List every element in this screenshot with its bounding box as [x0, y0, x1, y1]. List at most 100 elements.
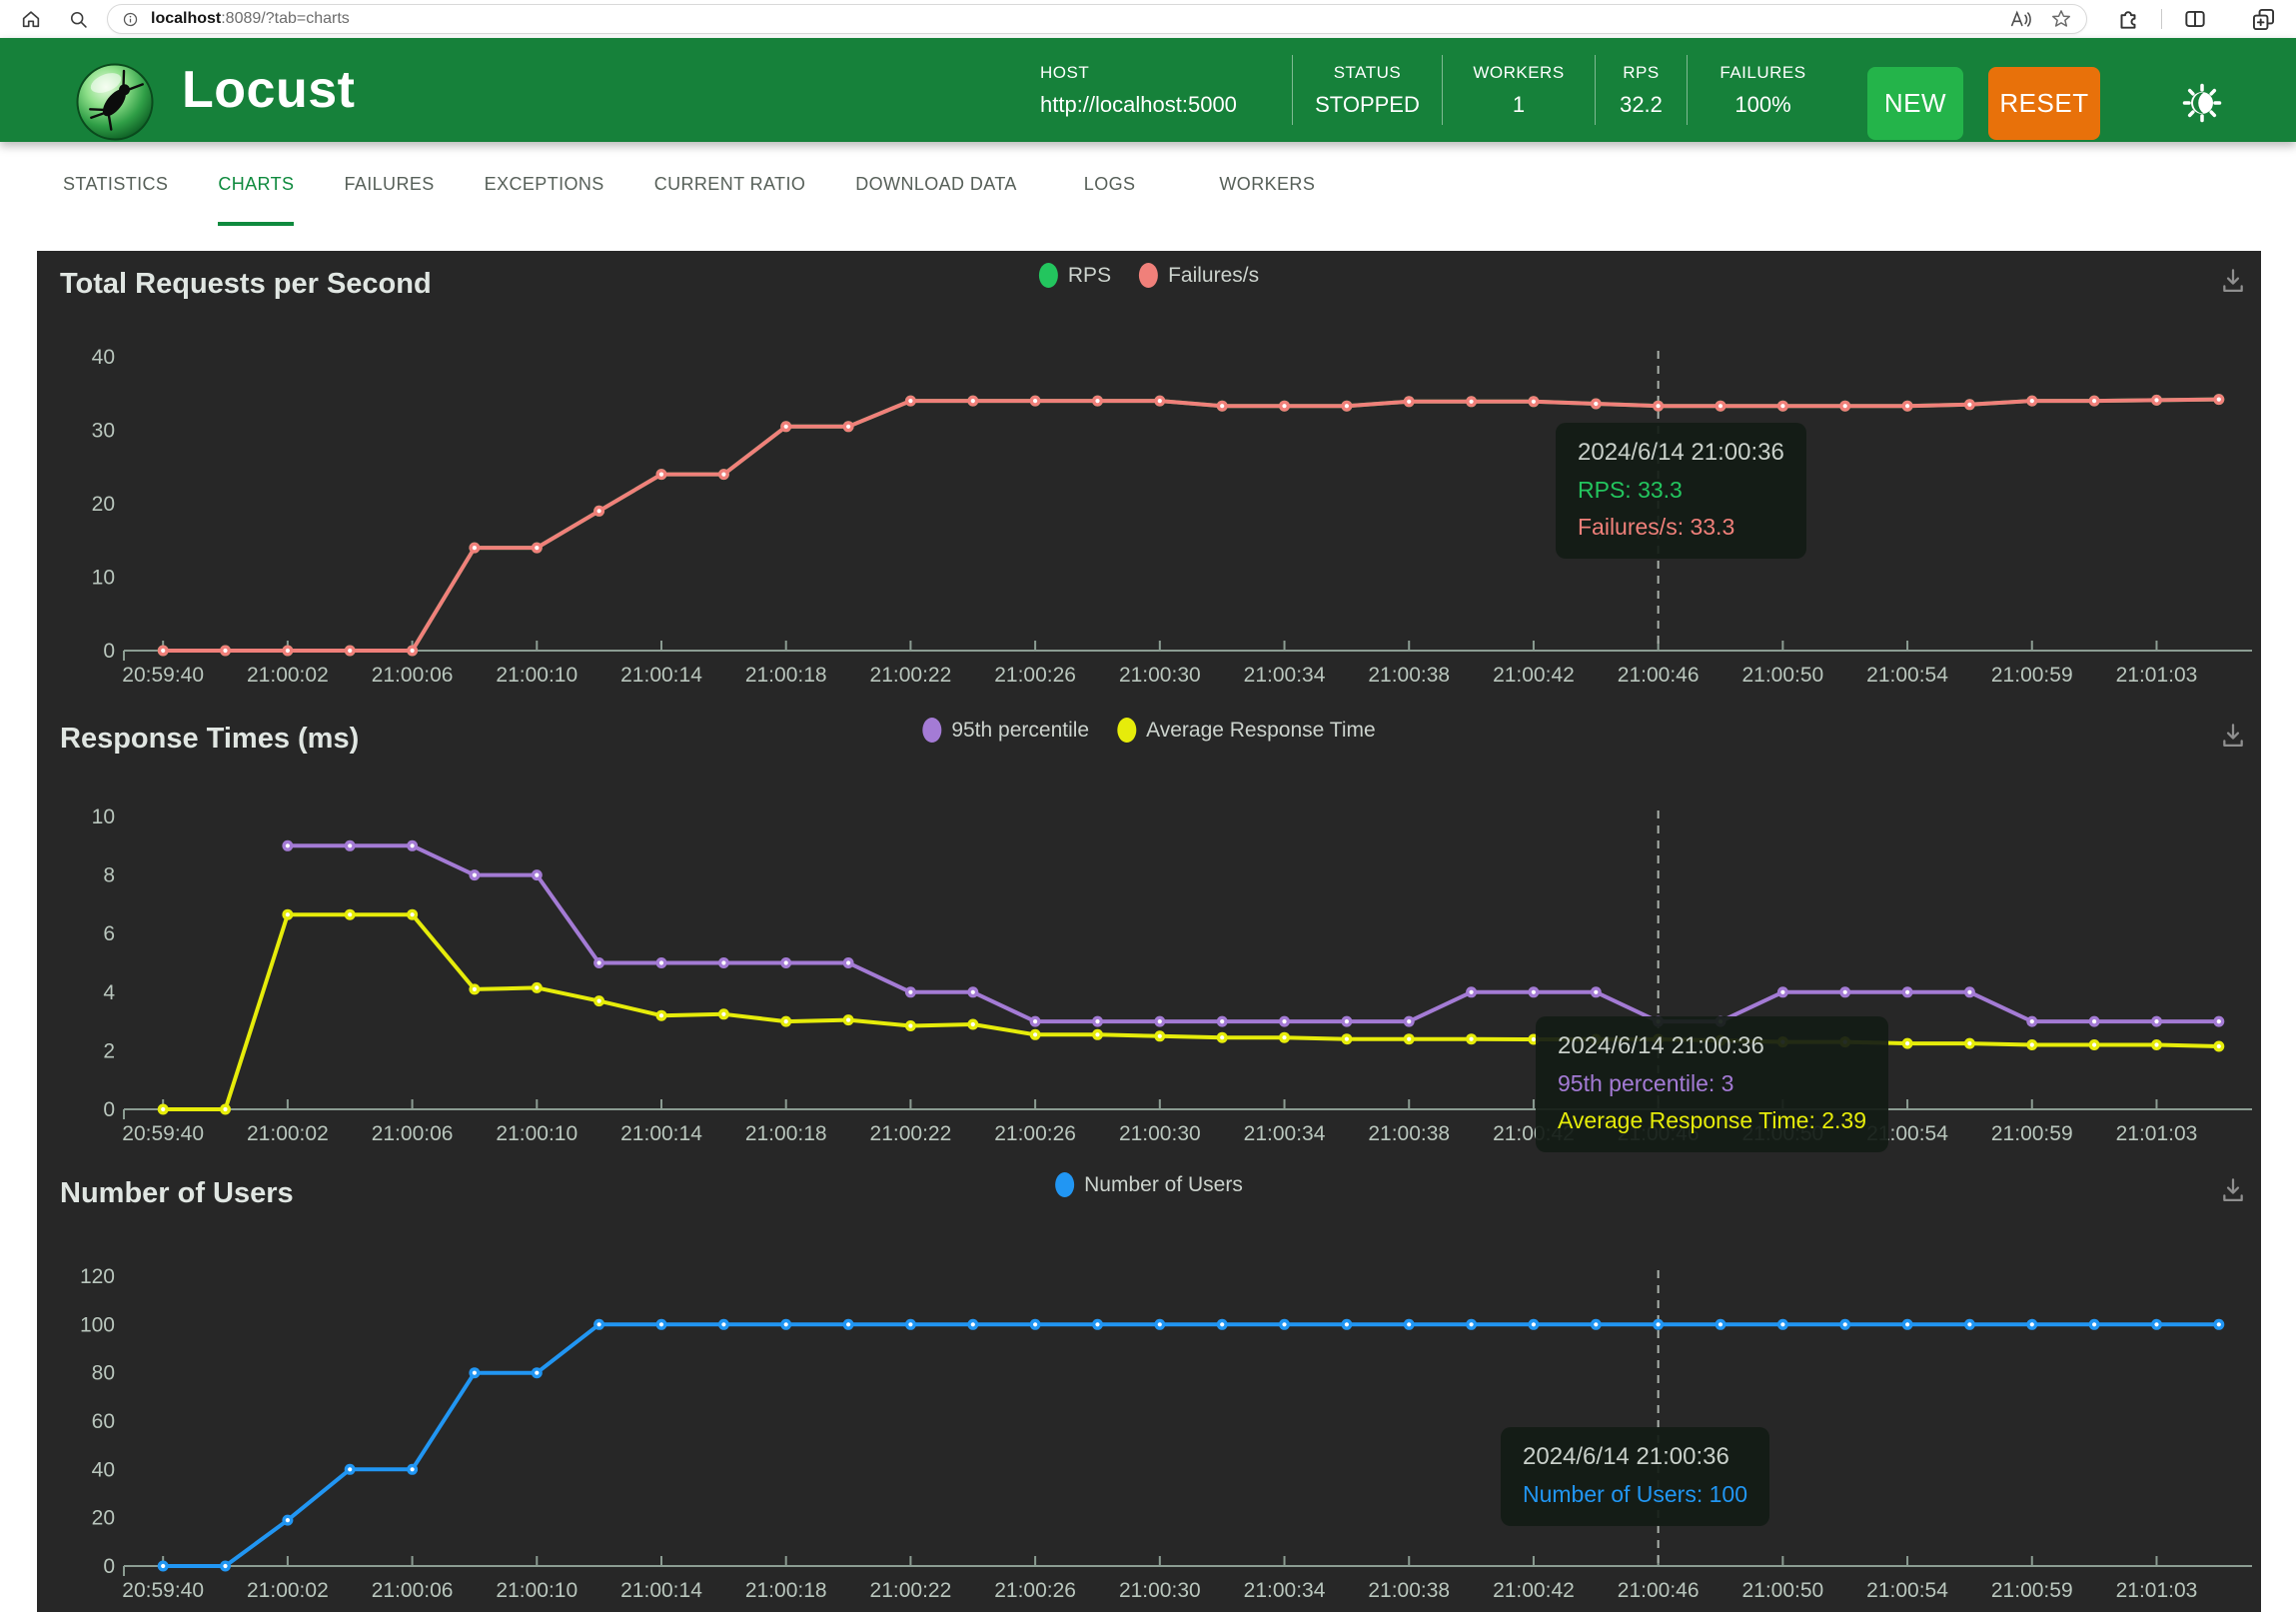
- svg-text:21:00:18: 21:00:18: [745, 1122, 827, 1145]
- header-stat-host: HOST http://localhost:5000: [1040, 55, 1292, 125]
- svg-text:0: 0: [103, 1098, 115, 1121]
- svg-text:21:01:03: 21:01:03: [2116, 1579, 2198, 1602]
- chart-legend: RPS Failures/s: [1038, 263, 1259, 288]
- svg-text:21:00:42: 21:00:42: [1493, 1579, 1575, 1602]
- legend-label: 95th percentile: [951, 718, 1090, 742]
- legend-dot-icon: [1139, 263, 1159, 288]
- svg-text:21:00:46: 21:00:46: [1618, 1579, 1700, 1602]
- stat-value: 32.2: [1620, 91, 1663, 117]
- tab-workers[interactable]: WORKERS: [1219, 173, 1316, 194]
- svg-text:2: 2: [103, 1039, 115, 1062]
- url-text: localhost:8089/?tab=charts: [151, 10, 350, 28]
- legend-item-95th-percentile[interactable]: 95th percentile: [922, 718, 1089, 743]
- reset-button[interactable]: RESET: [1988, 67, 2100, 140]
- svg-text:21:00:06: 21:00:06: [372, 1579, 454, 1602]
- favorites-icon[interactable]: [2050, 8, 2072, 30]
- chart-canvas[interactable]: 0 10 20 30 40 20:59:40 21:00:02 21:00:06 21:00:1…: [37, 311, 2261, 696]
- svg-text:40: 40: [92, 346, 115, 369]
- svg-text:60: 60: [92, 1410, 115, 1433]
- svg-text:21:00:02: 21:00:02: [247, 664, 329, 687]
- svg-text:21:00:26: 21:00:26: [994, 1122, 1076, 1145]
- svg-text:21:00:59: 21:00:59: [1991, 664, 2073, 687]
- app-title: Locust: [182, 61, 356, 119]
- tab-logs[interactable]: LOGS: [1083, 173, 1136, 194]
- legend-dot-icon: [922, 718, 942, 743]
- url-path-text: :8089/?tab=charts: [221, 10, 350, 27]
- tab-current-ratio[interactable]: CURRENT RATIO: [653, 173, 806, 194]
- stat-value: STOPPED: [1315, 91, 1420, 117]
- site-info-icon[interactable]: [122, 11, 139, 28]
- svg-text:100: 100: [80, 1313, 115, 1336]
- url-host-text: localhost: [151, 10, 222, 27]
- legend-item-failures-s[interactable]: Failures/s: [1139, 263, 1259, 288]
- tab-statistics[interactable]: STATISTICS: [63, 173, 169, 194]
- tab-charts[interactable]: CHARTS: [218, 142, 295, 226]
- legend-dot-icon: [1038, 263, 1058, 288]
- svg-text:21:00:34: 21:00:34: [1244, 1579, 1326, 1602]
- svg-text:21:00:18: 21:00:18: [745, 664, 827, 687]
- new-test-button[interactable]: NEW: [1867, 67, 1963, 140]
- svg-text:21:00:22: 21:00:22: [870, 1122, 952, 1145]
- extensions-icon[interactable]: [2115, 6, 2141, 32]
- stat-value: 100%: [1734, 91, 1791, 117]
- svg-text:20:59:40: 20:59:40: [122, 1579, 204, 1602]
- svg-text:21:00:22: 21:00:22: [870, 664, 952, 687]
- svg-text:21:00:54: 21:00:54: [1866, 664, 1948, 687]
- svg-text:21:00:30: 21:00:30: [1119, 1122, 1201, 1145]
- stat-label: WORKERS: [1473, 62, 1565, 82]
- chart-axes: 0 2 4 6 8 10 20:59:40 21:00:02 21:00:06 21:00:10 2…: [92, 806, 2252, 1145]
- svg-text:21:00:38: 21:00:38: [1368, 1579, 1450, 1602]
- collections-icon[interactable]: [2250, 6, 2277, 33]
- svg-text:21:00:50: 21:00:50: [1741, 1579, 1823, 1602]
- locust-logo: [76, 63, 154, 141]
- stat-label: FAILURES: [1720, 62, 1806, 82]
- chart-title: Total Requests per Second: [60, 268, 432, 300]
- series-95th-percentile: [282, 839, 2225, 1027]
- svg-text:21:00:46: 21:00:46: [1618, 1122, 1700, 1145]
- svg-text:80: 80: [92, 1362, 115, 1385]
- svg-text:6: 6: [103, 922, 115, 945]
- dark-mode-toggle[interactable]: [2182, 83, 2222, 123]
- svg-text:21:00:02: 21:00:02: [247, 1122, 329, 1145]
- svg-text:21:00:38: 21:00:38: [1368, 664, 1450, 687]
- svg-text:21:00:18: 21:00:18: [745, 1579, 827, 1602]
- svg-text:20:59:40: 20:59:40: [122, 664, 204, 687]
- download-chart-icon[interactable]: [2217, 720, 2249, 752]
- header-stats: HOST http://localhost:5000 STATUS STOPPED WO…: [1040, 38, 1838, 142]
- svg-text:8: 8: [103, 864, 115, 887]
- svg-text:21:00:30: 21:00:30: [1119, 664, 1201, 687]
- header-stat-status: STATUS STOPPED: [1292, 55, 1442, 125]
- chart-canvas[interactable]: 0 2 4 6 8 10 20:59:40 21:00:02 21:00:06 21:00:10 2…: [37, 776, 2261, 1154]
- legend-dot-icon: [1117, 718, 1137, 743]
- svg-text:21:00:54: 21:00:54: [1866, 1122, 1948, 1145]
- search-icon[interactable]: [68, 9, 89, 30]
- legend-label: Average Response Time: [1146, 718, 1376, 742]
- svg-text:10: 10: [92, 567, 115, 590]
- legend-dot-icon: [1055, 1172, 1075, 1197]
- split-screen-icon[interactable]: [2182, 6, 2208, 32]
- chart-canvas[interactable]: 0 20 40 60 80 100 120 20:59:40 21:00:02 21:00:06 2…: [37, 1245, 2261, 1611]
- svg-text:21:00:30: 21:00:30: [1119, 1579, 1201, 1602]
- chart-legend: Number of Users: [1055, 1172, 1243, 1197]
- svg-text:20: 20: [92, 1507, 115, 1530]
- svg-text:21:00:46: 21:00:46: [1618, 664, 1700, 687]
- legend-item-average-response-time[interactable]: Average Response Time: [1117, 718, 1376, 743]
- svg-text:21:00:34: 21:00:34: [1244, 664, 1326, 687]
- svg-text:21:00:26: 21:00:26: [994, 664, 1076, 687]
- download-chart-icon[interactable]: [2217, 265, 2249, 297]
- tab-failures[interactable]: FAILURES: [344, 173, 435, 194]
- svg-text:0: 0: [103, 640, 115, 663]
- legend-item-number-of-users[interactable]: Number of Users: [1055, 1172, 1243, 1197]
- url-bar[interactable]: localhost:8089/?tab=charts: [107, 4, 2087, 34]
- svg-text:0: 0: [103, 1555, 115, 1578]
- chart-legend: 95th percentile Average Response Time: [922, 718, 1376, 743]
- series-average-response-time: [157, 908, 2225, 1115]
- download-chart-icon[interactable]: [2217, 1174, 2249, 1206]
- legend-item-rps[interactable]: RPS: [1038, 263, 1111, 288]
- tab-download-data[interactable]: DOWNLOAD DATA: [855, 173, 1017, 194]
- home-icon[interactable]: [20, 8, 42, 30]
- browser-chrome: localhost:8089/?tab=charts: [0, 0, 2296, 38]
- read-aloud-icon[interactable]: [2008, 8, 2032, 30]
- svg-text:20:59:40: 20:59:40: [122, 1122, 204, 1145]
- tab-exceptions[interactable]: EXCEPTIONS: [484, 173, 604, 194]
